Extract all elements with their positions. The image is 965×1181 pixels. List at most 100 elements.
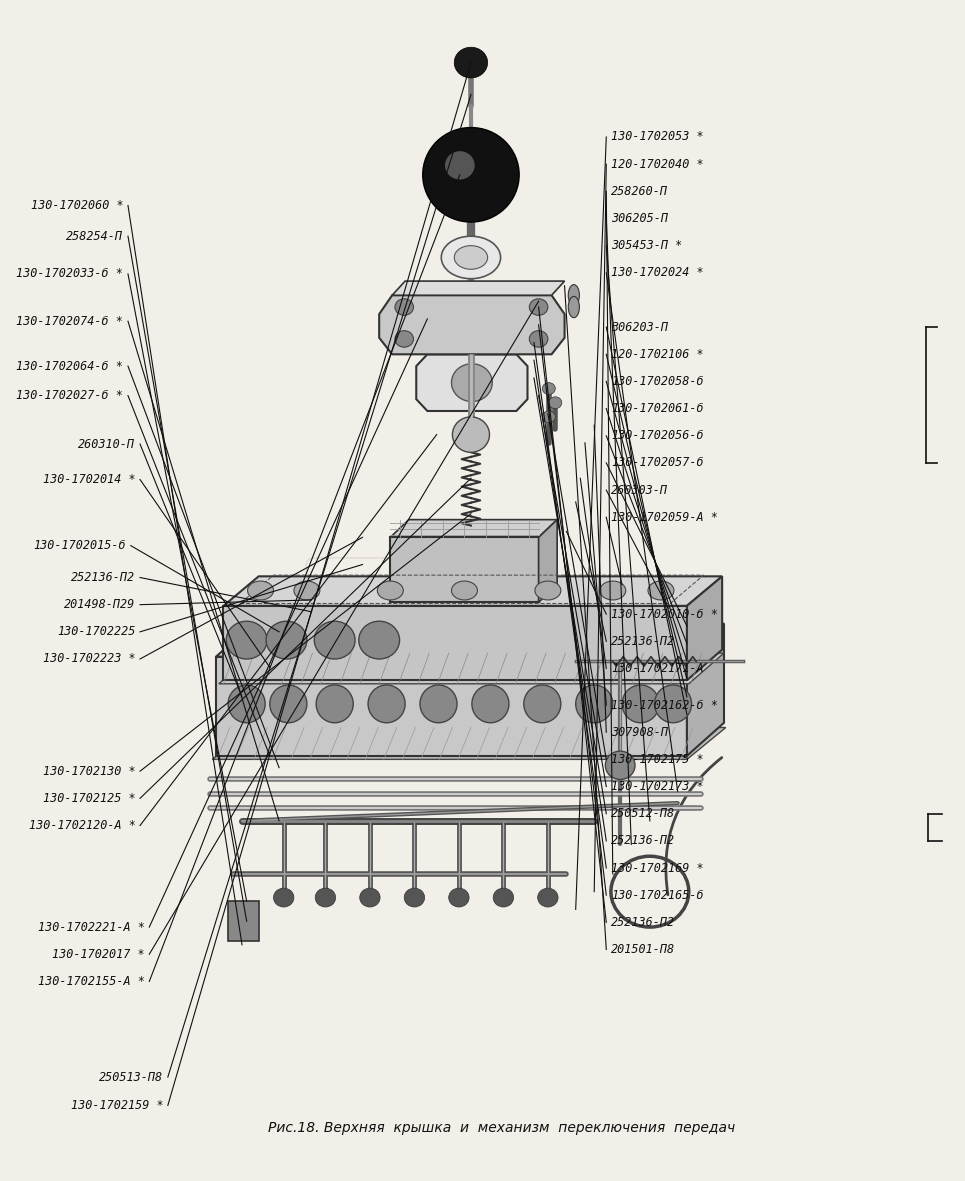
Text: 250512-П8: 250512-П8 [611,807,676,821]
Polygon shape [687,624,724,756]
Ellipse shape [266,621,307,659]
Ellipse shape [368,685,405,723]
Text: 130-1702223 *: 130-1702223 * [42,652,135,666]
Text: 252136-П2: 252136-П2 [611,915,676,929]
Ellipse shape [472,685,509,723]
Ellipse shape [423,128,519,222]
Text: 130-1702173 *: 130-1702173 * [611,779,703,794]
Text: 130-1702014 *: 130-1702014 * [42,472,135,487]
Polygon shape [416,354,528,411]
Text: 130-1702053 *: 130-1702053 * [611,130,703,144]
Ellipse shape [530,331,548,347]
Ellipse shape [455,47,487,78]
Polygon shape [538,520,557,602]
Polygon shape [379,295,565,354]
Text: 130-1702010-б *: 130-1702010-б * [611,607,718,621]
Text: 130-1702120-А *: 130-1702120-А * [29,818,135,833]
Text: 130-1702033-б *: 130-1702033-б * [16,267,124,281]
Ellipse shape [315,621,355,659]
Ellipse shape [360,888,380,907]
Text: 130-1702061-б: 130-1702061-б [611,402,703,416]
Text: 130-1702057-б: 130-1702057-б [611,456,703,470]
Text: 252136-П2: 252136-П2 [611,634,676,648]
Text: 130-1702175 *: 130-1702175 * [611,752,703,766]
Ellipse shape [493,888,513,907]
Ellipse shape [377,581,403,600]
Ellipse shape [226,621,267,659]
Text: 130-1702162-б *: 130-1702162-б * [611,698,718,712]
Polygon shape [390,537,538,602]
Text: 201501-П8: 201501-П8 [611,942,676,957]
Text: Рис.18. Верхняя  крышка  и  механизм  переключения  передач: Рис.18. Верхняя крышка и механизм перекл… [268,1121,735,1135]
Text: 260303-П: 260303-П [611,483,668,497]
Text: 130-1702169 *: 130-1702169 * [611,861,703,875]
Ellipse shape [445,151,475,180]
Polygon shape [224,606,687,680]
Ellipse shape [404,888,425,907]
Text: 252136-П2: 252136-П2 [611,834,676,848]
Polygon shape [216,657,687,756]
Ellipse shape [359,621,400,659]
Ellipse shape [542,411,555,423]
Polygon shape [427,342,528,354]
Ellipse shape [316,888,336,907]
Ellipse shape [453,417,489,452]
Text: 250513-П8: 250513-П8 [99,1070,163,1084]
Text: 130-1702015-б: 130-1702015-б [34,539,126,553]
Text: 130-1702171-А: 130-1702171-А [611,661,703,676]
Polygon shape [390,520,557,537]
Ellipse shape [568,285,579,306]
Text: 130-1702221-А *: 130-1702221-А * [38,920,145,934]
Ellipse shape [549,397,562,409]
Ellipse shape [248,581,273,600]
Text: 305453-П *: 305453-П * [611,239,682,253]
Ellipse shape [395,331,413,347]
Ellipse shape [542,383,555,394]
Text: 306205-П: 306205-П [611,211,668,226]
Polygon shape [392,281,565,295]
Ellipse shape [538,888,558,907]
Polygon shape [219,653,724,684]
Text: 130-1702017 *: 130-1702017 * [52,947,145,961]
Polygon shape [228,901,259,941]
Ellipse shape [441,236,501,279]
Polygon shape [216,624,724,657]
Ellipse shape [455,246,487,269]
Text: 120-1702040 *: 120-1702040 * [611,157,703,171]
Text: 130-1702225: 130-1702225 [57,625,135,639]
Text: 306203-П: 306203-П [611,320,668,334]
Text: 130-1702024 *: 130-1702024 * [611,266,703,280]
Ellipse shape [317,685,353,723]
Ellipse shape [294,581,319,600]
Ellipse shape [622,685,659,723]
Polygon shape [224,576,722,606]
Ellipse shape [576,685,613,723]
Text: 130-1702074-б *: 130-1702074-б * [16,314,124,328]
Text: 130-1702130 *: 130-1702130 * [42,764,135,778]
Text: 130-1702125 *: 130-1702125 * [42,791,135,805]
Ellipse shape [600,581,625,600]
Text: 130-1702155-А *: 130-1702155-А * [38,974,145,988]
Text: 130-1702159 *: 130-1702159 * [70,1098,163,1113]
Ellipse shape [420,685,457,723]
Text: 307908-П: 307908-П [611,725,668,739]
Text: 130-1702058-б: 130-1702058-б [611,374,703,389]
Polygon shape [212,727,726,759]
Ellipse shape [605,751,635,779]
Text: 201498-П29: 201498-П29 [64,598,135,612]
Ellipse shape [524,685,561,723]
Ellipse shape [530,299,548,315]
Text: 130-1702027-б *: 130-1702027-б * [16,389,124,403]
Ellipse shape [535,581,561,600]
Ellipse shape [568,296,579,318]
Ellipse shape [654,685,692,723]
Ellipse shape [395,299,413,315]
Text: 252136-П2: 252136-П2 [71,570,135,585]
Text: 130-1702165-б: 130-1702165-б [611,888,703,902]
Text: 130-1702064-б *: 130-1702064-б * [16,359,124,373]
Ellipse shape [648,581,674,600]
Text: АВТО
АССОЦИАЦИЯ: АВТО АССОЦИАЦИЯ [315,566,540,627]
Text: 258254-П: 258254-П [67,229,124,243]
Text: 130-1702059-А *: 130-1702059-А * [611,510,718,524]
Ellipse shape [452,364,492,402]
